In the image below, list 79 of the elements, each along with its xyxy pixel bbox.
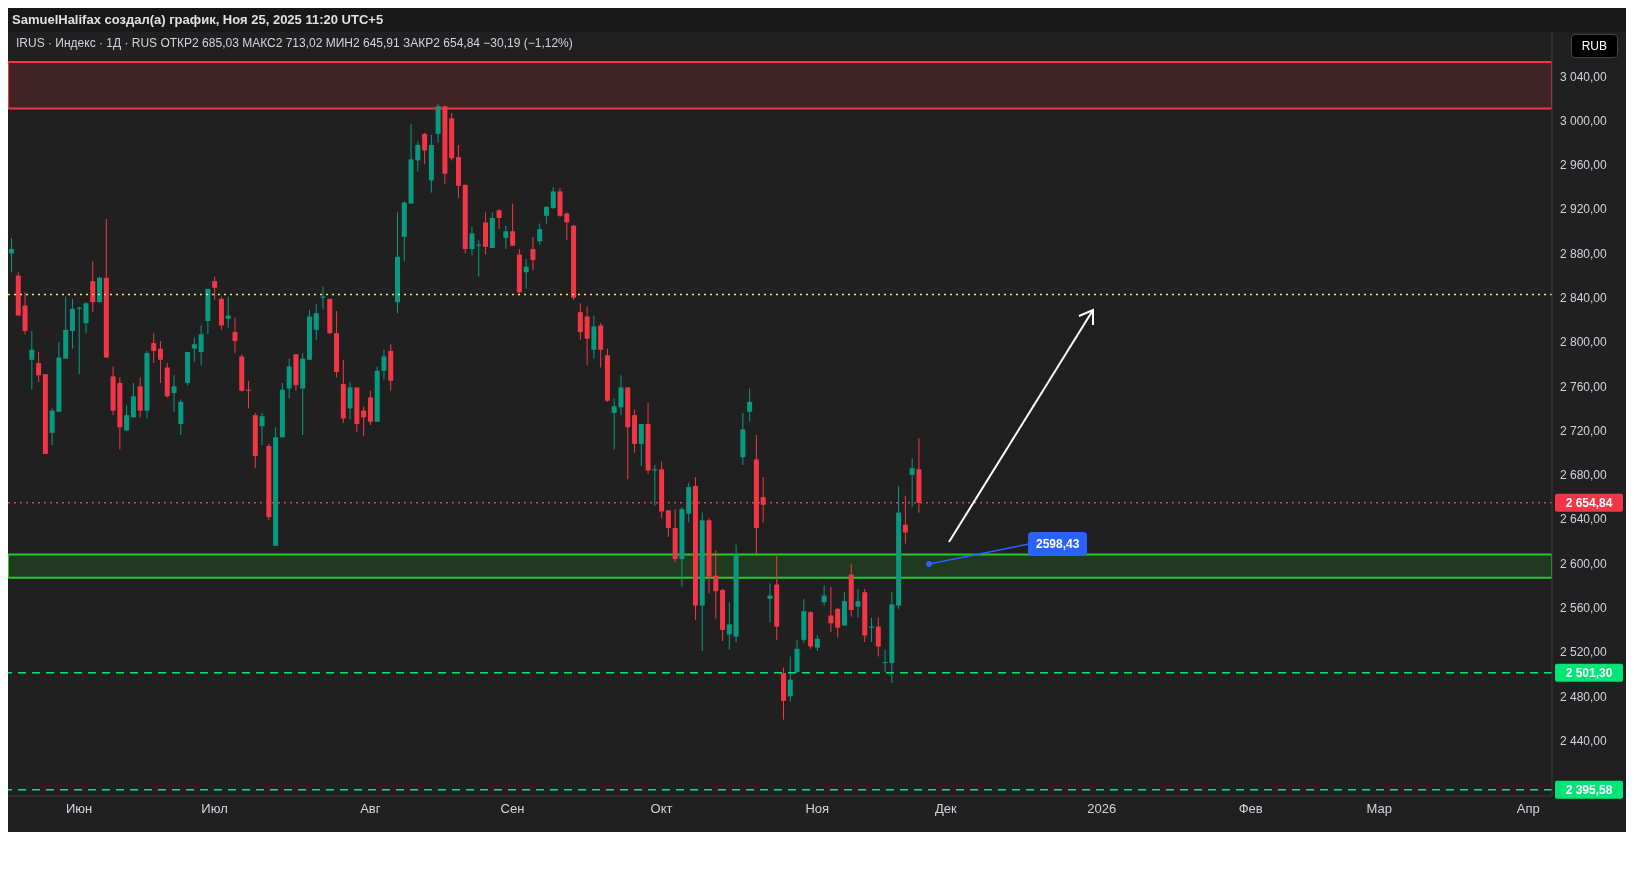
candlestick <box>530 236 536 271</box>
x-tick-label: Сен <box>500 801 525 817</box>
y-tick-label: 2 480,00 <box>1560 689 1608 704</box>
candlestick <box>9 237 14 273</box>
candlestick <box>510 203 516 247</box>
candlestick <box>577 302 583 341</box>
candlestick <box>828 586 834 633</box>
candlestick <box>69 298 75 350</box>
y-tick-label: 2 840,00 <box>1560 291 1608 305</box>
y-tick-label: 2 800,00 <box>1560 335 1608 350</box>
x-tick-label: Авг <box>360 801 381 817</box>
x-tick-label: Мар <box>1366 801 1393 817</box>
candlestick <box>36 351 42 383</box>
x-tick-label: Июн <box>65 801 93 817</box>
candlestick <box>875 617 881 657</box>
candlestick <box>855 588 861 619</box>
candlestick <box>225 296 231 329</box>
candlestick <box>381 349 387 381</box>
candlestick <box>794 639 800 674</box>
candlestick <box>124 404 130 432</box>
x-tick-label: Окт <box>650 801 673 817</box>
candlestick <box>198 324 204 366</box>
ref-line-label: 2 501,30 <box>1565 665 1613 680</box>
y-tick-label: 2 520,00 <box>1560 645 1608 660</box>
y-tick-label: 2 680,00 <box>1560 468 1608 483</box>
candlestick <box>591 314 597 360</box>
chart-subtitle: IRUS · Индекс · 1Д · RUS ОТКР2 685,03 МАКС2 713,02 МИН2 645,91 ЗАКР2 654,84 −30,19 (−1,12%) <box>16 36 573 50</box>
y-tick-label: 3 040,00 <box>1560 69 1608 84</box>
candlestick <box>537 223 543 246</box>
candlestick <box>178 399 184 436</box>
x-tick-label: Июл <box>201 801 228 817</box>
candlestick <box>286 358 292 399</box>
candlestick <box>313 303 319 341</box>
candlestick <box>361 405 367 437</box>
candlestick <box>151 332 157 364</box>
candlestick <box>747 388 753 423</box>
y-tick-label: 2 960,00 <box>1560 158 1608 173</box>
candlestick <box>726 601 732 651</box>
candlestick <box>171 374 177 413</box>
candlestick <box>422 132 428 165</box>
candlestick <box>550 186 556 210</box>
candlestick <box>191 337 197 363</box>
candlestick <box>259 412 265 446</box>
candlestick <box>638 423 644 467</box>
candlestick <box>212 276 218 301</box>
ref-line-label: 2 395,58 <box>1565 782 1613 797</box>
candlestick <box>130 382 136 418</box>
candlestick <box>909 457 915 508</box>
annotation: 2598,43 <box>1028 532 1088 556</box>
y-tick-label: 2 760,00 <box>1560 379 1608 394</box>
y-tick-label: 2 440,00 <box>1560 733 1608 748</box>
x-tick-label: 2026 <box>1087 801 1117 817</box>
y-tick-label: 2 640,00 <box>1560 512 1608 527</box>
x-tick-label: Апр <box>1516 801 1540 817</box>
candlestick <box>821 585 827 607</box>
candlestick <box>496 208 502 230</box>
candlestick <box>835 607 841 639</box>
x-tick-label: Дек <box>935 801 958 817</box>
y-tick-label: 2 880,00 <box>1560 246 1608 261</box>
candlestick <box>787 655 793 703</box>
y-tick-label: 3 000,00 <box>1560 113 1608 128</box>
candlestick <box>157 340 163 384</box>
y-tick-label: 2 720,00 <box>1560 423 1608 438</box>
candlestick <box>503 225 509 250</box>
y-tick-label: 2 920,00 <box>1560 202 1608 217</box>
text: RUB <box>1570 34 1618 58</box>
chart-title: SamuelHalifax создал(а) график, Ноя 25, 2025 11:20 UTC+5 <box>11 11 385 29</box>
x-tick-label: Фев <box>1238 801 1263 817</box>
candlestick <box>665 509 671 538</box>
candlestick <box>584 306 590 366</box>
candlestick <box>90 260 96 313</box>
candlestick <box>469 226 475 257</box>
y-tick-label: 2 560,00 <box>1560 601 1608 616</box>
y-tick-label: 2 600,00 <box>1560 556 1608 571</box>
ref-line-label: 2 654,84 <box>1565 495 1613 510</box>
candlestick <box>347 381 353 421</box>
candlestick <box>29 330 35 391</box>
candlestick <box>232 317 238 354</box>
x-tick-label: Ноя <box>805 801 830 817</box>
